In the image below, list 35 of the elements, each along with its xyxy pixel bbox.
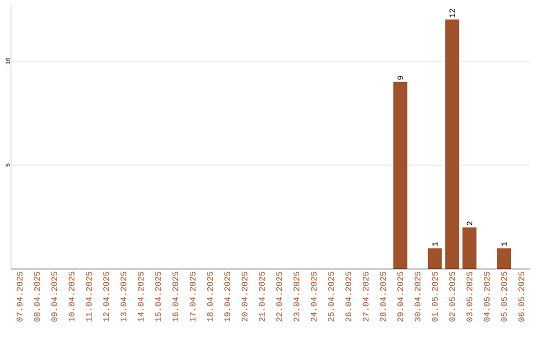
x-tick-label: 05.05.2025 xyxy=(501,272,507,322)
x-tick-label: 29.04.2025 xyxy=(397,272,404,322)
x-tick-label: 18.04.2025 xyxy=(207,272,213,322)
x-tick-label: 12.04.2025 xyxy=(103,272,110,322)
x-tick-label: 21.04.2025 xyxy=(258,272,265,322)
x-tick-label: 19.04.2025 xyxy=(224,272,230,322)
x-tick-label: 04.05.2025 xyxy=(484,272,490,322)
x-tick-label: 06.05.2025 xyxy=(518,272,524,322)
x-tick-label: 28.04.2025 xyxy=(380,272,386,322)
x-tick-label: 08.04.2025 xyxy=(34,272,40,322)
bar xyxy=(462,227,476,269)
x-tick-label: 30.04.2025 xyxy=(414,272,420,322)
x-tick-label: 25.04.2025 xyxy=(328,272,334,322)
x-tick-label: 10.04.2025 xyxy=(68,272,74,322)
bar xyxy=(428,248,442,269)
x-tick-label: 15.04.2025 xyxy=(155,272,161,322)
x-tick-label: 16.04.2025 xyxy=(172,272,178,322)
x-tick-label: 11.04.2025 xyxy=(86,272,92,322)
x-tick-label: 03.05.2025 xyxy=(466,272,472,322)
x-tick-label: 02.05.2025 xyxy=(449,272,456,322)
bar xyxy=(497,248,512,269)
bar xyxy=(393,82,408,269)
x-tick-label: 24.04.2025 xyxy=(310,272,317,322)
x-tick-label: 26.04.2025 xyxy=(345,272,352,322)
x-tick-label: 27.04.2025 xyxy=(362,272,369,322)
x-tick-label: 17.04.2025 xyxy=(190,272,196,322)
x-tick-label: 13.04.2025 xyxy=(120,272,126,322)
bar xyxy=(445,20,460,269)
x-tick-label: 07.04.2025 xyxy=(16,272,23,322)
x-tick-label: 23.04.2025 xyxy=(294,272,300,322)
x-tick-label: 09.04.2025 xyxy=(51,272,58,322)
x-tick-label: 22.04.2025 xyxy=(276,272,282,322)
x-tick-label: 01.05.2025 xyxy=(432,272,438,322)
x-tick-label: 14.04.2025 xyxy=(138,272,144,322)
x-tick-label: 20.04.2025 xyxy=(242,272,248,322)
